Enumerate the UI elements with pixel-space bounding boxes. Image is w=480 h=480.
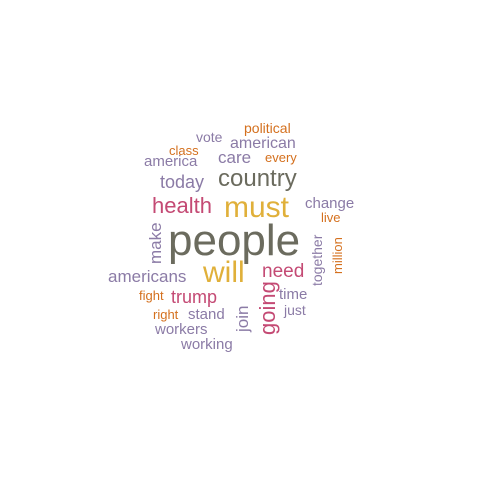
word-class: class <box>169 143 199 158</box>
word-care: care <box>218 148 252 167</box>
word-working: working <box>181 336 233 353</box>
word-million: million <box>330 237 345 274</box>
word-today: today <box>160 172 205 192</box>
word-make: make <box>146 222 165 264</box>
word-workers: workers <box>155 321 208 338</box>
word-political: political <box>244 120 291 136</box>
word-people: people <box>168 216 301 265</box>
word-stand: stand <box>188 306 225 323</box>
word-every: every <box>265 150 297 165</box>
word-trump: trump <box>171 287 218 307</box>
word-vote: vote <box>196 129 223 145</box>
word-fight: fight <box>139 288 164 303</box>
word-must: must <box>224 191 290 224</box>
word-health: health <box>152 193 212 218</box>
word-join: join <box>233 305 252 332</box>
word-american: american <box>230 135 296 152</box>
word-need: need <box>262 261 305 282</box>
word-going: going <box>255 281 280 335</box>
word-americans: americans <box>108 267 187 286</box>
word-live: live <box>321 210 341 225</box>
word-america: america <box>144 153 198 170</box>
word-just: just <box>284 302 306 318</box>
word-together: together <box>309 234 325 286</box>
word-will: will <box>203 256 245 289</box>
word-change: change <box>305 195 355 212</box>
word-right: right <box>153 307 179 322</box>
word-time: time <box>279 286 308 303</box>
word-country: country <box>218 165 297 192</box>
